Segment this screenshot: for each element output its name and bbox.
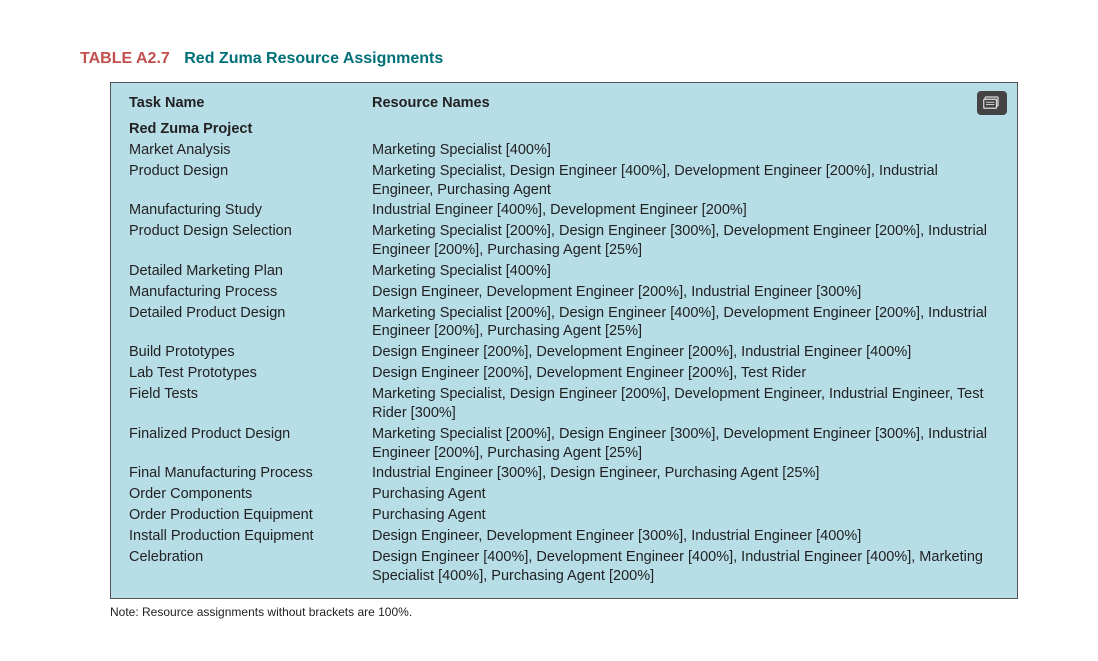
page-stack-icon[interactable] <box>977 91 1007 115</box>
table-heading: TABLE A2.7 Red Zuma Resource Assignments <box>80 50 1018 68</box>
footnote: Note: Resource assignments without brack… <box>110 605 1018 619</box>
resource-names-cell: Marketing Specialist, Design Engineer [2… <box>372 384 999 424</box>
task-name-cell: Order Components <box>129 484 372 505</box>
task-name-cell: Manufacturing Study <box>129 200 372 221</box>
resource-names-cell: Design Engineer [200%], Development Engi… <box>372 363 999 384</box>
table-row: CelebrationDesign Engineer [400%], Devel… <box>129 547 999 587</box>
task-name-cell: Detailed Marketing Plan <box>129 261 372 282</box>
task-name-cell: Install Production Equipment <box>129 526 372 547</box>
table-row: Lab Test PrototypesDesign Engineer [200%… <box>129 363 999 384</box>
task-name-cell: Manufacturing Process <box>129 282 372 303</box>
table-row: Market AnalysisMarketing Specialist [400… <box>129 140 999 161</box>
task-name-cell: Product Design <box>129 161 372 201</box>
task-name-cell: Market Analysis <box>129 140 372 161</box>
table-row: Order ComponentsPurchasing Agent <box>129 484 999 505</box>
table-body: Red Zuma Project Market AnalysisMarketin… <box>129 119 999 586</box>
resource-names-cell: Design Engineer, Development Engineer [3… <box>372 526 999 547</box>
task-name-cell: Detailed Product Design <box>129 303 372 343</box>
table-row: Detailed Marketing PlanMarketing Special… <box>129 261 999 282</box>
col-header-task: Task Name <box>129 93 372 119</box>
page-container: TABLE A2.7 Red Zuma Resource Assignments… <box>0 0 1098 649</box>
task-name-cell: Field Tests <box>129 384 372 424</box>
section-title: Red Zuma Project <box>129 119 372 140</box>
task-name-cell: Lab Test Prototypes <box>129 363 372 384</box>
resource-names-cell: Marketing Specialist [200%], Design Engi… <box>372 424 999 464</box>
resource-names-cell: Marketing Specialist [400%] <box>372 261 999 282</box>
table-row: Detailed Product DesignMarketing Special… <box>129 303 999 343</box>
task-name-cell: Product Design Selection <box>129 221 372 261</box>
resource-names-cell: Industrial Engineer [400%], Development … <box>372 200 999 221</box>
resource-names-cell: Design Engineer, Development Engineer [2… <box>372 282 999 303</box>
table-title: Red Zuma Resource Assignments <box>184 50 443 67</box>
table-header-row: Task Name Resource Names <box>129 93 999 119</box>
resource-names-cell: Industrial Engineer [300%], Design Engin… <box>372 463 999 484</box>
resource-names-cell: Purchasing Agent <box>372 505 999 526</box>
table-row: Finalized Product DesignMarketing Specia… <box>129 424 999 464</box>
table-row: Field TestsMarketing Specialist, Design … <box>129 384 999 424</box>
resource-names-cell: Purchasing Agent <box>372 484 999 505</box>
task-name-cell: Build Prototypes <box>129 342 372 363</box>
resource-names-cell: Marketing Specialist, Design Engineer [4… <box>372 161 999 201</box>
table-row: Order Production EquipmentPurchasing Age… <box>129 505 999 526</box>
table-row: Final Manufacturing ProcessIndustrial En… <box>129 463 999 484</box>
assignments-table: Task Name Resource Names Red Zuma Projec… <box>129 93 999 586</box>
section-title-row: Red Zuma Project <box>129 119 999 140</box>
resource-names-cell: Marketing Specialist [200%], Design Engi… <box>372 221 999 261</box>
task-name-cell: Order Production Equipment <box>129 505 372 526</box>
table-panel: Task Name Resource Names Red Zuma Projec… <box>110 82 1018 599</box>
table-row: Manufacturing StudyIndustrial Engineer [… <box>129 200 999 221</box>
resource-names-cell: Design Engineer [200%], Development Engi… <box>372 342 999 363</box>
task-name-cell: Finalized Product Design <box>129 424 372 464</box>
table-row: Build PrototypesDesign Engineer [200%], … <box>129 342 999 363</box>
section-title-empty <box>372 119 999 140</box>
table-row: Install Production EquipmentDesign Engin… <box>129 526 999 547</box>
table-row: Product DesignMarketing Specialist, Desi… <box>129 161 999 201</box>
table-row: Product Design SelectionMarketing Specia… <box>129 221 999 261</box>
table-row: Manufacturing ProcessDesign Engineer, De… <box>129 282 999 303</box>
resource-names-cell: Marketing Specialist [200%], Design Engi… <box>372 303 999 343</box>
task-name-cell: Celebration <box>129 547 372 587</box>
task-name-cell: Final Manufacturing Process <box>129 463 372 484</box>
resource-names-cell: Design Engineer [400%], Development Engi… <box>372 547 999 587</box>
table-id: TABLE A2.7 <box>80 50 170 67</box>
col-header-resources: Resource Names <box>372 93 999 119</box>
resource-names-cell: Marketing Specialist [400%] <box>372 140 999 161</box>
